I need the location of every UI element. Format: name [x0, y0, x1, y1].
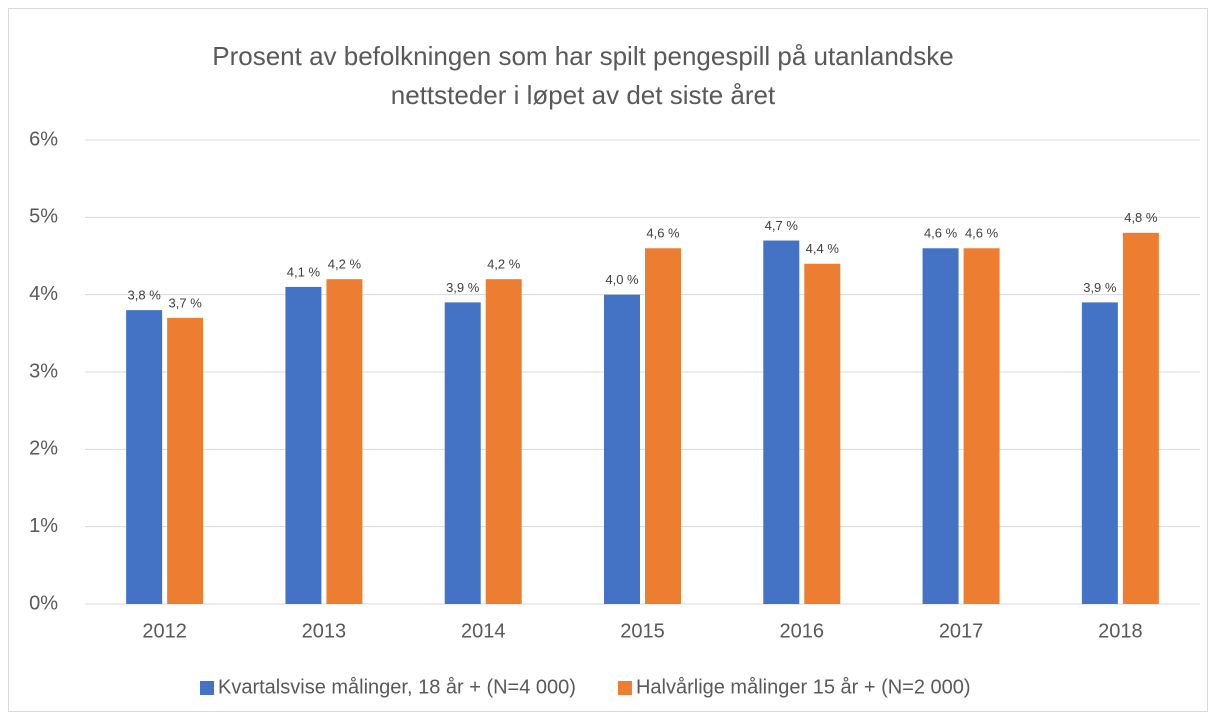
bar [604, 294, 640, 604]
x-tick-label: 2012 [142, 620, 187, 642]
chart-title: Prosent av befolkningen som har spilt pe… [212, 41, 953, 71]
bar [922, 248, 959, 604]
y-tick-label: 0% [29, 592, 58, 614]
data-label: 4,0 % [605, 272, 639, 287]
x-tick-label: 2016 [780, 620, 825, 642]
bar [326, 279, 363, 604]
bar [444, 302, 481, 604]
legend-label: Halvårlige målinger 15 år + (N=2 000) [636, 676, 971, 698]
x-tick-label: 2014 [461, 620, 506, 642]
data-label: 4,6 % [646, 226, 680, 241]
legend-label: Kvartalsvise målinger, 18 år + (N=4 000) [218, 676, 576, 698]
x-tick-label: 2015 [620, 620, 665, 642]
data-label: 4,2 % [328, 257, 362, 272]
data-label: 4,4 % [806, 241, 840, 256]
x-tick-label: 2018 [1098, 620, 1143, 642]
data-label: 4,6 % [924, 226, 958, 241]
data-label: 3,9 % [446, 280, 480, 295]
x-tick-label: 2013 [302, 620, 347, 642]
data-label: 3,9 % [1083, 280, 1117, 295]
legend-swatch [200, 681, 214, 695]
bar [1122, 232, 1159, 605]
chart-title: nettsteder i løpet av det siste året [391, 80, 776, 110]
data-label: 3,8 % [128, 288, 162, 303]
data-label: 4,2 % [487, 257, 521, 272]
bar [763, 240, 800, 605]
bar [485, 279, 522, 604]
data-label: 4,7 % [765, 218, 799, 233]
bar [167, 317, 204, 604]
y-tick-label: 4% [29, 283, 58, 305]
bar [285, 286, 322, 604]
bar [1081, 302, 1118, 604]
y-tick-label: 1% [29, 515, 58, 537]
y-tick-label: 5% [29, 206, 58, 228]
y-tick-label: 3% [29, 360, 58, 382]
y-tick-label: 2% [29, 438, 58, 460]
data-label: 4,1 % [287, 264, 321, 279]
y-tick-label: 6% [29, 128, 58, 150]
legend-swatch [617, 681, 632, 695]
bar [804, 263, 841, 604]
data-label: 4,6 % [965, 226, 999, 241]
bar [645, 248, 681, 604]
bar [126, 310, 163, 604]
data-label: 4,8 % [1124, 210, 1158, 225]
data-label: 3,7 % [169, 295, 203, 310]
bar [963, 248, 1000, 604]
x-tick-label: 2017 [939, 620, 984, 642]
